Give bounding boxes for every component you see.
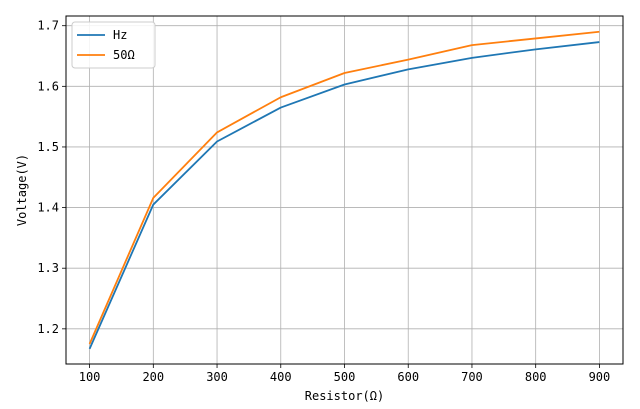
- x-axis: 100 200 300 400 500 600 700 800 900: [79, 364, 611, 384]
- x-tick-label: 400: [270, 370, 292, 384]
- y-tick-label: 1.2: [37, 322, 59, 336]
- y-axis: 1.2 1.3 1.4 1.5 1.6 1.7: [37, 19, 66, 336]
- y-tick-label: 1.5: [37, 140, 59, 154]
- series-line-1: [88, 30, 600, 345]
- legend-label: Hz: [113, 28, 127, 42]
- series-lines: [88, 30, 600, 350]
- x-tick-label: 100: [79, 370, 101, 384]
- y-tick-label: 1.4: [37, 201, 59, 215]
- legend-label: 50Ω: [113, 48, 135, 62]
- x-tick-label: 300: [206, 370, 228, 384]
- x-axis-title: Resistor(Ω): [305, 389, 384, 403]
- legend-box: [71, 21, 156, 69]
- series-line-0: [88, 41, 600, 350]
- y-tick-label: 1.7: [37, 19, 59, 33]
- x-tick-label: 200: [142, 370, 164, 384]
- x-tick-label: 600: [397, 370, 419, 384]
- x-tick-label: 800: [525, 370, 547, 384]
- x-tick-label: 500: [334, 370, 356, 384]
- legend: Hz 50Ω: [71, 21, 156, 69]
- y-axis-title: Voltage(V): [15, 154, 29, 226]
- y-tick-label: 1.3: [37, 261, 59, 275]
- y-tick-label: 1.6: [37, 79, 59, 93]
- x-tick-label: 700: [461, 370, 483, 384]
- grid: [66, 16, 623, 364]
- x-tick-label: 900: [589, 370, 611, 384]
